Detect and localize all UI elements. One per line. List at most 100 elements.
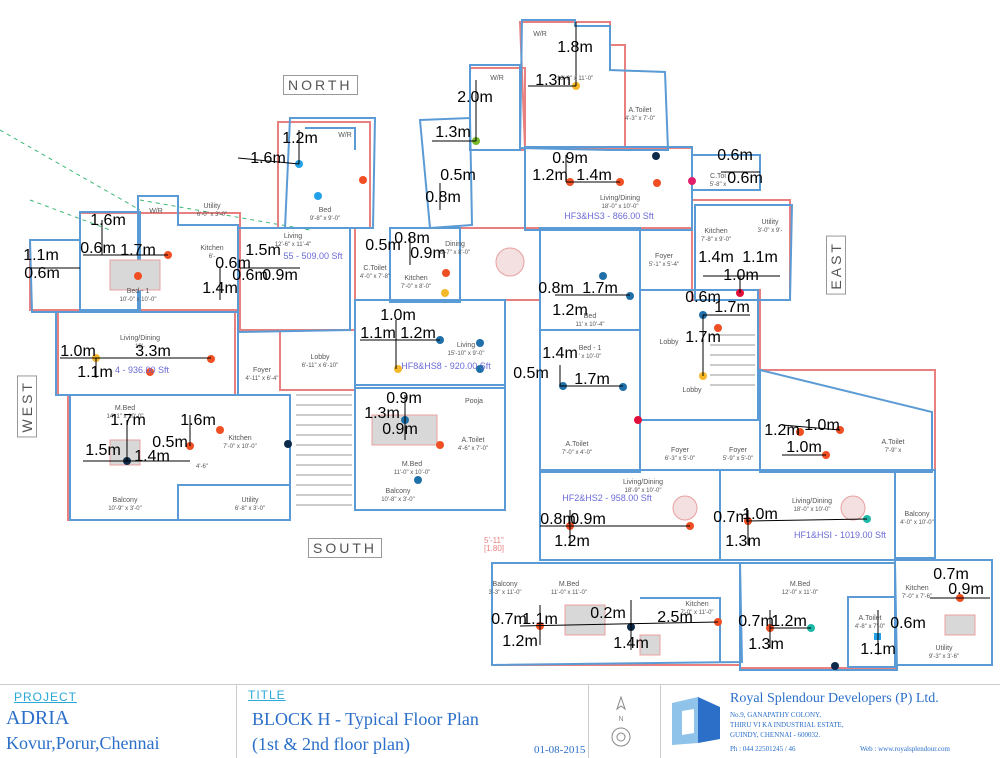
measurement-label: 0.6m — [890, 615, 926, 632]
measurement-label: 1.0m — [380, 307, 416, 324]
measurement-label: 0.9m — [552, 150, 588, 167]
dimension-note-metric: [1.80] — [484, 544, 504, 553]
measurement-label: 1.1m — [77, 364, 113, 381]
room-name: M.Bed — [115, 405, 135, 412]
room-name: Living/Dining — [623, 479, 663, 486]
measurement-label: 1.7m — [574, 371, 610, 388]
measurement-label: 1.2m — [282, 130, 318, 147]
room-size: 6'-11" x 6'-10" — [302, 363, 338, 369]
measurement-label: 1.4m — [134, 448, 170, 465]
measurement-label: 1.4m — [576, 167, 612, 184]
room-name: Lobby — [310, 354, 330, 361]
room-name: Kitchen — [704, 228, 727, 235]
measure-dot — [476, 365, 484, 373]
project-location: Kovur,Porur,Chennai — [6, 733, 160, 753]
measurement-label: 0.6m — [24, 265, 60, 282]
measurement-label: 1.2m — [502, 633, 538, 650]
measure-dot — [831, 662, 839, 670]
measure-dot — [207, 355, 215, 363]
measurement-label: 1.6m — [90, 212, 126, 229]
measurement-label: 0.7m — [713, 509, 749, 526]
measure-dot — [599, 272, 607, 280]
room-labels: W/R W/R 10'-0" x 11'-0" A.Toilet 4'-3" x 7'-… — [107, 31, 960, 660]
measurement-label: 1.4m — [613, 635, 649, 652]
room-name: Foyer — [655, 253, 674, 260]
room-name: Kitchen — [905, 585, 928, 592]
measurement-label: 0.9m — [386, 390, 422, 407]
measure-dot — [476, 339, 484, 347]
furniture — [109, 247, 976, 656]
measurement-label: 1.3m — [364, 405, 400, 422]
measure-dot — [442, 269, 450, 277]
measurement-label: 1.7m — [110, 412, 146, 429]
measurement-label: 1.0m — [742, 506, 778, 523]
measurement-label: 1.7m — [714, 299, 750, 316]
room-size: 7'-0" x 4'-0" — [562, 450, 592, 456]
dimension-note: 5'-11" — [484, 536, 504, 545]
unit-boundaries-blue — [28, 19, 993, 671]
measurement-label: 1.2m — [552, 302, 588, 319]
measurement-label: 1.2m — [764, 422, 800, 439]
room-size: 18'-0" x 10'-0" — [794, 507, 831, 513]
room-name: Bed — [584, 313, 597, 320]
room-name: Foyer — [729, 447, 748, 454]
room-size: 8'-7" x 8'-0" — [440, 250, 470, 256]
room-name: Living/Dining — [120, 335, 160, 342]
measurement-label: 0.5m — [440, 167, 476, 184]
measure-dot — [359, 176, 367, 184]
developer-address-line: THIRU VI KA INDUSTRIAL ESTATE, — [730, 721, 844, 729]
measurement-labels: 1.8m1.3m2.0m1.3m1.2m1.6m 0.9m 0.6m1.2m 1.4m… — [23, 39, 984, 658]
drawing-subtitle: (1st & 2nd floor plan) — [252, 734, 410, 754]
measurement-label: 0.7m — [491, 611, 527, 628]
room-size: 6'-0" x 3'-0" — [197, 212, 227, 218]
room-size: 5'-1" x 5'-4" — [649, 262, 679, 268]
room-size: 7'-0" x 10'-0" — [223, 444, 257, 450]
measurement-label: 1.1m — [23, 247, 59, 264]
compass-west-label: WEST — [17, 375, 37, 438]
measurement-label: 0.7m — [738, 613, 774, 630]
measurement-label: 1.7m — [685, 329, 721, 346]
unit-area-label: 55 - 509.00 Sft — [283, 251, 343, 261]
staircase — [296, 334, 755, 506]
developer-logo-icon — [672, 697, 720, 745]
measurement-label: 0.7m — [933, 566, 969, 583]
measurement-label: 0.8m — [540, 511, 576, 528]
room-size: 11'-0" x 11'-0" — [551, 590, 587, 596]
wall-outlines-red — [29, 21, 993, 669]
room-size: 4'-11" x 6'-4" — [245, 376, 278, 382]
room-name: Foyer — [671, 447, 690, 454]
measure-dot — [796, 428, 804, 436]
measure-dot — [688, 177, 696, 185]
room-name: Kitchen — [228, 435, 251, 442]
room-name: Utility — [203, 203, 221, 210]
measurement-label: 1.3m — [725, 533, 761, 550]
room-name: Bed — [319, 207, 332, 214]
room-size: 6'-8" x 3'-0" — [235, 506, 265, 512]
room-size: ' x 10'-0" — [579, 354, 602, 360]
room-size: 10'-0" x 10'-0" — [120, 297, 157, 303]
measurement-label: 1.2m — [532, 167, 568, 184]
room-name: M.Bed — [790, 581, 810, 588]
measurement-label: 1.5m — [245, 242, 281, 259]
measure-dot — [619, 383, 627, 391]
room-size: 4'-8" x 7'-0" — [855, 624, 885, 630]
measurement-label: 0.8m — [425, 189, 461, 206]
room-name: Living — [284, 233, 302, 240]
title-block-divider — [236, 685, 237, 758]
measurement-label: 0.6m — [80, 240, 116, 257]
measurement-label: 0.6m — [232, 267, 268, 284]
room-size: 19'- — [135, 344, 145, 350]
room-size: 6'-3" x 5'-0" — [665, 456, 695, 462]
developer-website: Web : www.royalsplendour.com — [860, 745, 950, 753]
room-name: Balcony — [386, 488, 411, 495]
room-name: Living — [457, 342, 475, 349]
measurement-label: 0.2m — [590, 605, 626, 622]
measurement-label: 0.9m — [262, 267, 298, 284]
room-name: Balcony — [905, 511, 930, 518]
measurement-lines — [30, 22, 990, 655]
room-size: 9'-8" x 9'-0" — [310, 216, 340, 222]
measure-dot — [653, 179, 661, 187]
measure-dot — [216, 426, 224, 434]
measurement-label: 0.9m — [948, 581, 984, 598]
room-size: 9'-3" x 3'-6" — [929, 654, 959, 660]
